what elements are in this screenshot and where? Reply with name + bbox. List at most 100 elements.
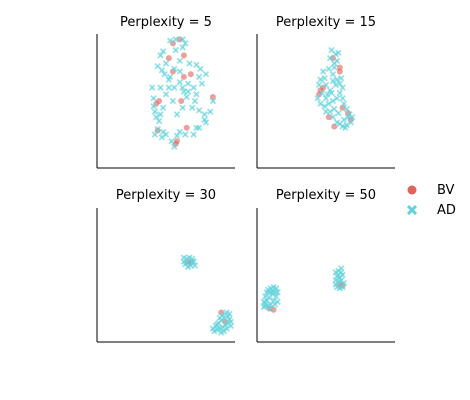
point-ad <box>159 48 167 55</box>
point-ad <box>162 131 170 138</box>
legend-label-ad: AD <box>437 203 456 218</box>
plot-area <box>260 265 348 313</box>
plot-area <box>148 36 217 150</box>
point-ad <box>171 84 178 91</box>
point-ad <box>161 70 168 78</box>
point-ad <box>227 322 235 330</box>
plot-area <box>314 46 356 132</box>
point-ad <box>169 97 177 105</box>
point-ad <box>184 80 192 87</box>
point-ad <box>340 100 348 107</box>
bv-marker-icon <box>407 185 417 195</box>
point-ad <box>317 76 324 83</box>
point-ad <box>213 321 221 328</box>
point-ad <box>319 68 327 75</box>
point-ad <box>172 46 179 54</box>
point-ad <box>179 84 186 91</box>
ad-marker-icon <box>406 204 418 216</box>
point-ad <box>166 37 174 44</box>
point-ad <box>186 60 193 67</box>
point-ad <box>202 70 210 78</box>
point-ad <box>343 105 350 113</box>
point-ad <box>326 54 334 62</box>
point-ad <box>273 293 280 300</box>
point-ad <box>321 103 328 110</box>
point-ad <box>339 95 346 102</box>
point-ad <box>337 265 345 272</box>
point-ad <box>154 125 161 133</box>
point-ad <box>209 97 217 105</box>
point-ad <box>217 329 225 336</box>
point-ad <box>173 111 181 118</box>
point-ad <box>329 77 337 85</box>
point-bv <box>178 98 185 104</box>
point-ad <box>328 89 335 97</box>
point-ad <box>329 97 337 105</box>
point-ad <box>347 119 355 126</box>
point-ad <box>329 70 337 78</box>
point-ad <box>176 57 184 65</box>
point-ad <box>226 310 233 318</box>
point-ad <box>333 76 341 83</box>
point-ad <box>151 131 159 138</box>
point-bv <box>183 124 190 131</box>
panel-perplexity-50: Perplexity = 50 <box>256 188 395 343</box>
point-ad <box>195 73 203 81</box>
point-ad <box>150 95 157 102</box>
point-ad <box>182 40 189 47</box>
point-ad <box>176 78 184 86</box>
point-ad <box>180 88 188 95</box>
panel-perplexity-5: Perplexity = 5 <box>96 15 235 169</box>
point-ad <box>191 97 199 105</box>
point-ad <box>171 65 178 73</box>
point-ad <box>165 84 173 91</box>
point-ad <box>274 298 281 306</box>
legend: BV AD <box>406 183 456 218</box>
point-ad <box>335 109 342 117</box>
point-bv <box>154 127 161 134</box>
point-ad <box>157 111 164 118</box>
point-ad <box>337 74 345 82</box>
point-bv <box>165 55 172 62</box>
point-ad <box>206 108 214 115</box>
point-ad <box>188 258 196 265</box>
point-ad <box>336 89 344 97</box>
point-ad <box>162 91 170 98</box>
point-ad <box>321 74 328 82</box>
point-ad <box>176 128 184 136</box>
point-ad <box>267 305 275 312</box>
legend-item-ad: AD <box>406 203 456 218</box>
point-ad <box>157 52 164 59</box>
point-ad <box>262 299 269 307</box>
point-ad <box>335 271 342 279</box>
point-ad <box>162 60 170 67</box>
point-ad <box>179 36 186 43</box>
point-ad <box>183 93 190 101</box>
point-ad <box>183 259 190 267</box>
point-ad <box>273 285 280 292</box>
point-bv <box>180 52 187 59</box>
point-ad <box>314 95 321 102</box>
point-bv <box>331 123 338 130</box>
point-ad <box>193 91 200 98</box>
panel-perplexity-15: Perplexity = 15 <box>256 15 395 169</box>
point-ad <box>155 117 163 125</box>
point-ad <box>148 84 156 91</box>
point-ad <box>197 65 204 73</box>
point-ad <box>159 104 167 111</box>
point-ad <box>172 36 179 43</box>
legend-item-bv: BV <box>407 183 455 198</box>
point-ad <box>216 314 224 322</box>
point-ad <box>168 137 175 145</box>
point-ad <box>331 64 338 71</box>
point-ad <box>333 57 341 65</box>
point-ad <box>171 143 178 150</box>
point-ad <box>344 113 352 121</box>
point-ad <box>190 84 197 91</box>
point-ad <box>151 108 159 115</box>
plot-area <box>180 254 235 336</box>
point-bv <box>187 71 194 78</box>
point-ad <box>193 124 200 132</box>
point-ad <box>195 107 203 114</box>
